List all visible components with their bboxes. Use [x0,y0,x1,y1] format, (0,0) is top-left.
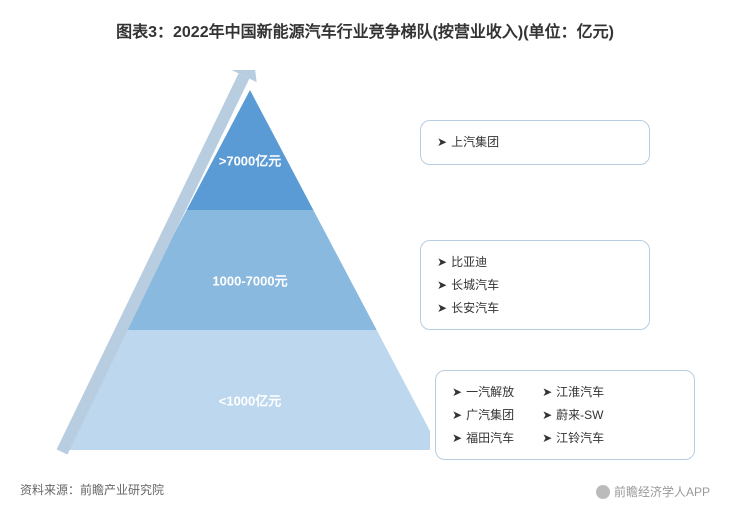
bullet-icon: ➤ [542,408,552,422]
info-row: ➤广汽集团 ➤蔚来-SW [452,404,678,427]
info-row: ➤福田汽车 ➤江铃汽车 [452,427,678,450]
list-item: ➤上汽集团 [437,131,499,154]
bullet-icon: ➤ [452,431,462,445]
watermark: 前瞻经济学人APP [596,483,710,500]
list-item: ➤江淮汽车 [542,381,604,404]
list-item: ➤一汽解放 [452,381,514,404]
info-row: ➤上汽集团 [437,131,633,154]
bullet-icon: ➤ [542,431,552,445]
tier-label-0: >7000亿元 [219,151,282,170]
list-item: ➤福田汽车 [452,427,514,450]
tier-label-2: <1000亿元 [219,391,282,410]
list-item: ➤江铃汽车 [542,427,604,450]
info-box-0: ➤上汽集团 [420,120,650,165]
info-box-2: ➤一汽解放 ➤江淮汽车 ➤广汽集团 ➤蔚来-SW ➤福田汽车 ➤江铃汽车 [435,370,695,460]
watermark-text: 前瞻经济学人APP [614,483,710,500]
source-label: 资料来源：前瞻产业研究院 [20,481,164,498]
bullet-icon: ➤ [437,255,447,269]
info-row: ➤长城汽车 [437,274,633,297]
info-row: ➤比亚迪 [437,251,633,274]
list-item: ➤比亚迪 [437,251,487,274]
info-row: ➤长安汽车 [437,297,633,320]
info-box-1: ➤比亚迪➤长城汽车➤长安汽车 [420,240,650,330]
chart-title: 图表3：2022年中国新能源汽车行业竞争梯队(按营业收入)(单位：亿元) [0,0,730,42]
chart-area: >7000亿元1000-7000元<1000亿元 ➤上汽集团➤比亚迪➤长城汽车➤… [0,60,730,470]
tier-label-1: 1000-7000元 [212,271,287,290]
bullet-icon: ➤ [452,408,462,422]
list-item: ➤长安汽车 [437,297,499,320]
bullet-icon: ➤ [452,385,462,399]
list-item: ➤广汽集团 [452,404,514,427]
bullet-icon: ➤ [437,135,447,149]
info-row: ➤一汽解放 ➤江淮汽车 [452,381,678,404]
list-item: ➤长城汽车 [437,274,499,297]
bullet-icon: ➤ [437,301,447,315]
bullet-icon: ➤ [437,278,447,292]
pyramid-diagram: >7000亿元 1000-7000元 <1000亿元 [50,70,430,450]
bullet-icon: ➤ [542,385,552,399]
logo-icon [596,485,610,499]
list-item: ➤蔚来-SW [542,404,603,427]
